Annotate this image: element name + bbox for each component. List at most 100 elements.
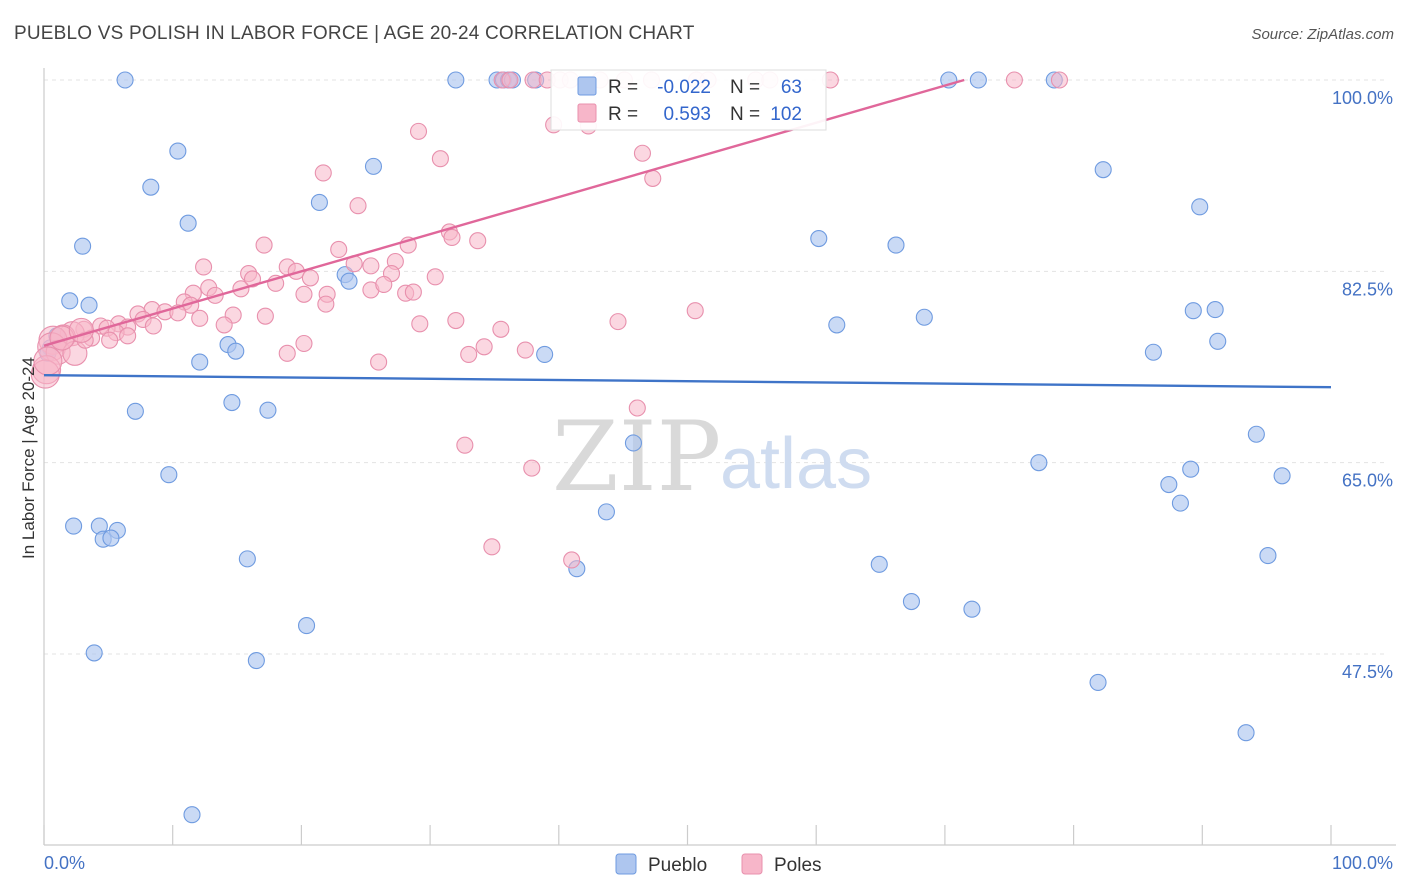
- pueblo-point: [915, 308, 933, 326]
- poles-point: [295, 285, 313, 303]
- watermark-atlas: atlas: [720, 424, 872, 504]
- legend-swatch-pueblo: [577, 76, 597, 96]
- pueblo-point: [1171, 494, 1189, 512]
- y-tick-label: 47.5%: [1342, 662, 1393, 682]
- poles-point: [469, 232, 487, 250]
- pueblo-point: [1209, 332, 1227, 350]
- pueblo-point: [102, 529, 120, 547]
- poles-point: [370, 353, 388, 371]
- pueblo-point: [1160, 475, 1178, 494]
- legend-r-value-pueblo: -0.022: [657, 77, 711, 98]
- pueblo-point: [870, 555, 888, 573]
- poles-point: [375, 275, 393, 294]
- x-tick-label: 100.0%: [1332, 853, 1393, 873]
- poles-point: [411, 315, 429, 333]
- legend-r-value-poles: 0.593: [663, 104, 711, 125]
- pueblo-point: [74, 237, 92, 255]
- legend-n-label-poles: N =: [730, 104, 760, 125]
- poles-point: [516, 341, 534, 359]
- pueblo-point: [1191, 198, 1209, 216]
- poles-point: [524, 71, 542, 89]
- pueblo-point: [887, 236, 905, 254]
- pueblo-point: [259, 401, 277, 419]
- pueblo-point: [1184, 302, 1202, 320]
- pueblo-point: [116, 71, 134, 89]
- pueblo-point: [191, 353, 209, 371]
- legend-r-label-pueblo: R =: [608, 77, 638, 98]
- legend-n-value-pueblo: 63: [781, 77, 802, 98]
- y-axis-label: In Labor Force | Age 20-24: [19, 357, 38, 559]
- pueblo-point: [1030, 454, 1048, 472]
- pueblo-point: [969, 71, 987, 89]
- pueblo-point: [1237, 724, 1255, 742]
- pueblo-point: [183, 806, 201, 824]
- poles-point: [409, 122, 428, 140]
- pueblo-point: [310, 193, 328, 212]
- poles-point: [330, 240, 348, 259]
- poles-point: [1050, 71, 1068, 89]
- series-legend: Pueblo Poles: [615, 853, 822, 876]
- legend-swatch-poles: [577, 103, 597, 123]
- legend-r-label-poles: R =: [608, 104, 638, 125]
- watermark-zip: ZIP: [552, 401, 721, 513]
- poles-point: [1005, 71, 1023, 89]
- pueblo-point: [597, 503, 615, 521]
- pueblo-point: [247, 652, 265, 670]
- poles-point: [456, 436, 474, 454]
- legend-n-value-poles: 102: [770, 104, 802, 125]
- poles-point: [195, 258, 213, 276]
- poles-point: [523, 459, 541, 477]
- pueblo-point: [61, 292, 79, 310]
- x-tick-label: 0.0%: [44, 853, 85, 873]
- poles-points: [30, 71, 1068, 569]
- pueblo-point: [65, 517, 83, 535]
- pueblo-point: [85, 644, 103, 662]
- pueblo-point: [810, 229, 828, 248]
- pueblo-point: [536, 345, 554, 363]
- poles-point: [314, 164, 332, 182]
- y-tick-label: 100.0%: [1332, 88, 1393, 108]
- legend-label-poles: Poles: [774, 855, 822, 876]
- poles-point: [475, 338, 493, 356]
- pueblo-point: [223, 393, 241, 412]
- poles-point: [278, 344, 296, 362]
- poles-point: [460, 345, 478, 363]
- poles-point: [349, 197, 367, 215]
- pueblo-point: [340, 272, 358, 290]
- legend-swatch-bottom-pueblo: [615, 853, 637, 875]
- pueblo-point: [828, 316, 846, 334]
- pueblo-point: [179, 214, 197, 232]
- chart-title: PUEBLO VS POLISH IN LABOR FORCE | AGE 20…: [14, 23, 695, 44]
- correlation-legend: R = -0.022 N = 63 R = 0.593 N = 102: [550, 69, 827, 131]
- pueblo-point: [169, 142, 187, 160]
- poles-point: [431, 150, 449, 168]
- poles-point: [633, 144, 652, 162]
- x-tick-labels: 0.0% 100.0%: [44, 853, 1393, 873]
- poles-point: [492, 320, 510, 338]
- poles-point: [255, 236, 273, 254]
- poles-point: [483, 538, 501, 556]
- poles-point: [256, 307, 274, 325]
- pueblo-point: [142, 178, 160, 196]
- pueblo-point: [126, 402, 144, 420]
- pueblo-point: [624, 434, 642, 452]
- poles-point: [501, 71, 519, 89]
- pueblo-point: [80, 296, 98, 314]
- legend-label-pueblo: Pueblo: [648, 855, 707, 876]
- pueblo-trend-line: [43, 374, 1332, 389]
- poles-point: [317, 295, 335, 313]
- pueblo-point: [227, 342, 245, 360]
- poles-point: [563, 551, 581, 569]
- legend-n-label-pueblo: N =: [730, 77, 760, 98]
- y-tick-label: 82.5%: [1342, 279, 1393, 299]
- pueblo-point: [1094, 161, 1112, 179]
- poles-point: [644, 169, 662, 187]
- pueblo-point: [1182, 460, 1200, 478]
- poles-point: [686, 302, 704, 320]
- pueblo-point: [1206, 301, 1224, 319]
- poles-point: [362, 257, 380, 275]
- chart-source: Source: ZipAtlas.com: [1251, 26, 1394, 43]
- pueblo-point: [1089, 673, 1107, 691]
- axes: [43, 68, 1396, 846]
